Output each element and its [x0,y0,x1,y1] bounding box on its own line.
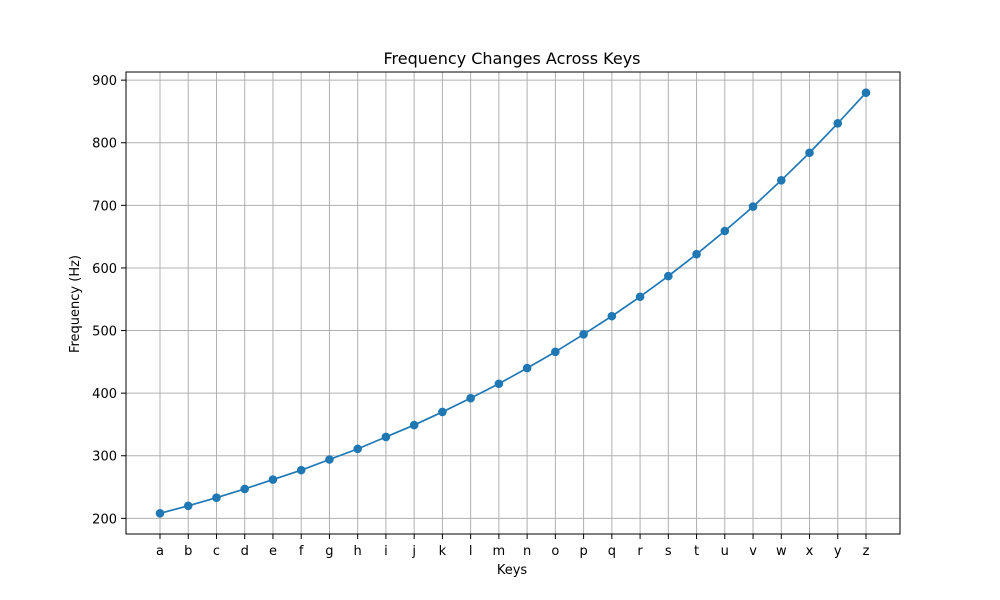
data-point [240,484,250,494]
data-point [607,311,617,321]
x-tick-label: p [579,544,587,559]
series-line [159,92,867,515]
x-tick-label: o [551,544,559,559]
x-tick-label: j [411,544,416,559]
x-tick-label: k [439,544,447,559]
data-point [776,176,786,185]
data-point [466,393,475,403]
x-tick-label: w [776,544,787,559]
x-tick-label: t [694,544,699,559]
x-tick-label: y [834,544,842,559]
x-tick-label: i [384,544,388,559]
data-point [748,202,758,211]
data-point [353,444,362,454]
data-point [296,465,306,475]
x-tick-label: m [493,544,506,559]
x-tick-label: g [325,544,333,559]
x-tick-label: b [184,544,192,559]
x-tick-label: h [354,544,362,559]
axes-layer [125,71,901,535]
y-tick-label: 600 [92,262,117,277]
data-point [692,249,701,259]
x-tick-label: x [806,544,814,559]
plot-frame [125,71,901,535]
y-tick-label: 500 [92,325,117,340]
x-tick-label: s [665,544,672,559]
ticks-layer: a b c d e f g h i j k l m n o p q r s t u v w x y z 200 300 400 500 60… [92,74,869,559]
y-tick-label: 400 [92,387,117,402]
x-tick-label: f [299,544,304,559]
x-axis-label: Keys [497,563,528,578]
chart-title: Frequency Changes Across Keys [384,49,641,68]
x-tick-label: n [523,544,531,559]
grid-layer [126,72,900,534]
data-point [268,475,278,484]
x-tick-label: v [749,544,757,559]
x-tick-label: a [156,544,164,559]
x-tick-label: u [721,544,729,559]
data-point [155,509,165,518]
series-layer [155,88,871,518]
x-tick-label: q [608,544,616,559]
y-axis-label: Frequency (Hz) [68,255,83,353]
data-point [183,501,193,511]
data-point [212,493,221,502]
y-tick-label: 200 [92,512,117,527]
x-tick-label: d [241,544,249,559]
data-point [551,347,560,357]
data-point [720,226,730,236]
data-point [805,148,814,158]
x-tick-label: c [213,544,220,559]
x-tick-label: r [637,544,643,559]
y-tick-label: 800 [92,137,117,152]
x-tick-label: l [469,544,473,559]
data-point [494,379,504,389]
data-point [635,292,645,302]
data-point [381,432,391,442]
data-point [833,119,843,128]
y-tick-label: 700 [92,199,117,214]
x-tick-label: z [863,544,870,559]
data-point [664,271,673,281]
data-point [861,88,871,97]
y-tick-label: 900 [92,74,117,89]
data-point [325,455,334,464]
data-point [438,407,447,417]
data-point [579,330,588,339]
data-point [409,420,419,430]
y-tick-label: 300 [92,450,117,465]
x-tick-label: e [269,544,277,559]
data-point [522,363,532,373]
